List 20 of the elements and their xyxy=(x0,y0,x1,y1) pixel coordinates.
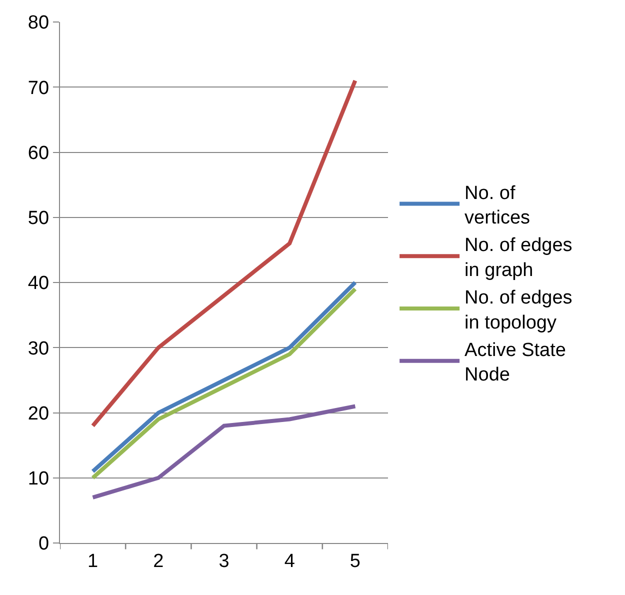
y-tick-label: 70 xyxy=(28,78,50,99)
y-tick-label: 40 xyxy=(28,273,50,294)
legend-label: No. of edges in graph xyxy=(464,235,572,281)
x-tick-label: 3 xyxy=(218,550,230,572)
y-tick-label: 30 xyxy=(28,338,50,360)
line-series xyxy=(90,78,358,428)
y-tick-label: 80 xyxy=(28,12,50,34)
legend-label: No. of edges in topology xyxy=(464,288,572,334)
x-tick-label: 1 xyxy=(88,550,98,572)
y-tick-label: 60 xyxy=(28,142,50,164)
y-tick-label: 50 xyxy=(28,208,50,230)
x-tick-label: 2 xyxy=(153,550,164,572)
x-tick-label: 5 xyxy=(350,550,360,572)
legend-label: No. of vertices xyxy=(464,182,530,228)
y-tick-label: 20 xyxy=(28,403,50,424)
line-series xyxy=(90,404,358,500)
y-tick-label: 10 xyxy=(28,468,50,490)
legend-label: Active State Node xyxy=(464,340,566,386)
y-tick-label: 0 xyxy=(38,534,50,555)
x-tick-label: 4 xyxy=(284,550,296,572)
